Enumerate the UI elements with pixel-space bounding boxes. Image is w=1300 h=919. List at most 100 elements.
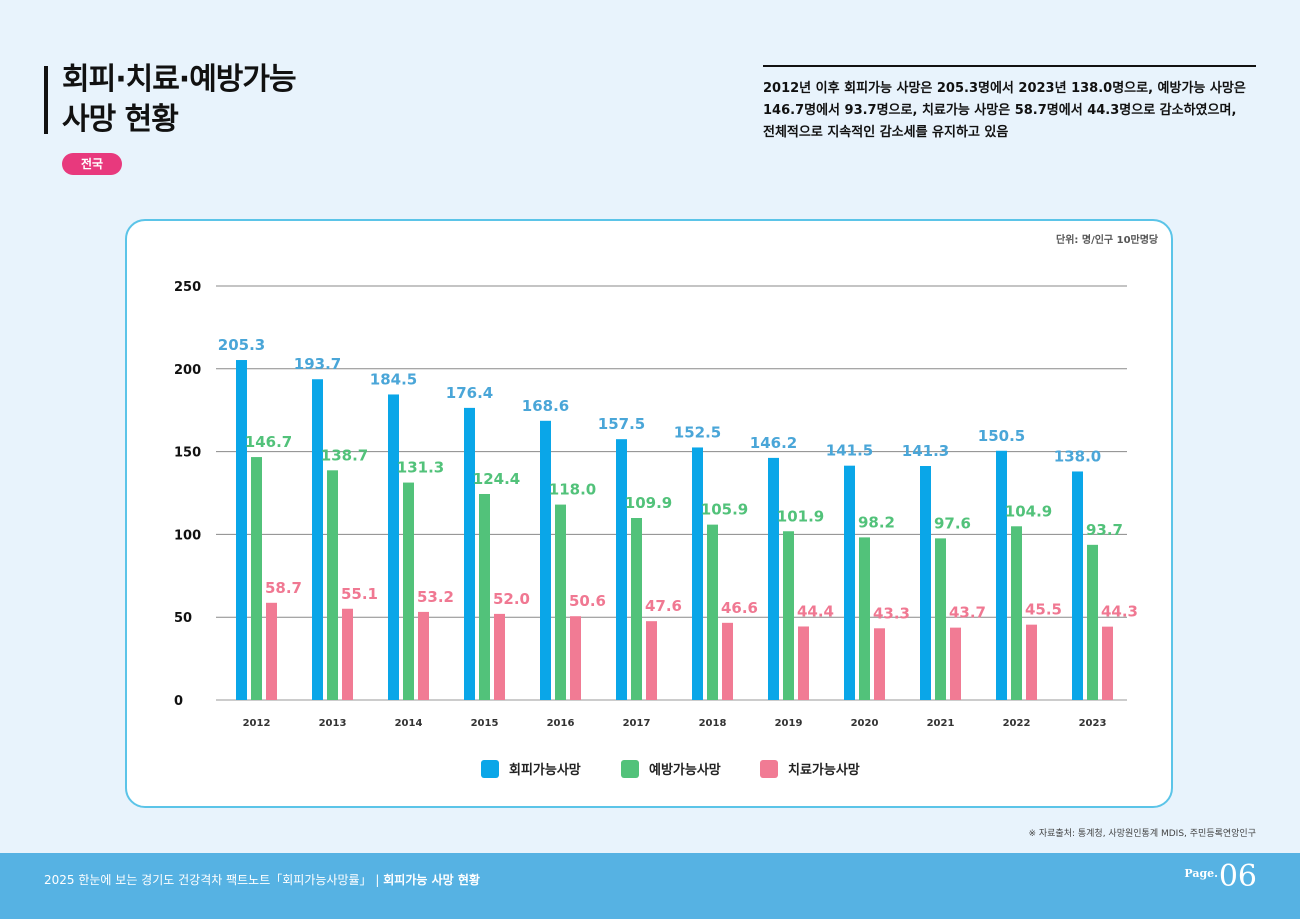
bar xyxy=(950,627,961,700)
data-label: 168.6 xyxy=(522,397,569,415)
legend-item-treatable: 치료가능사망 xyxy=(760,759,860,778)
bar xyxy=(1102,626,1113,700)
data-source-note: ※ 자료출처: 통계청, 사망원인통계 MDIS, 주민등록연앙인구 xyxy=(1028,829,1256,839)
chart-legend: 회피가능사망 예방가능사망 치료가능사망 xyxy=(0,759,1300,779)
x-tick-label: 2017 xyxy=(623,718,651,729)
summary-text: 2012년 이후 회피가능 사망은 205.3명에서 2023년 138.0명으… xyxy=(763,78,1263,144)
data-label: 43.7 xyxy=(949,604,986,622)
data-label: 157.5 xyxy=(598,415,645,433)
x-tick-label: 2014 xyxy=(395,718,423,729)
bar xyxy=(540,420,551,700)
page-number: 06 xyxy=(1218,859,1257,894)
data-label: 105.9 xyxy=(701,501,748,519)
bar xyxy=(707,524,718,700)
summary-divider xyxy=(763,65,1256,67)
legend-swatch xyxy=(621,759,639,778)
bar xyxy=(722,622,733,700)
data-label: 146.2 xyxy=(750,434,797,452)
footer-publication: 2025 한눈에 보는 경기도 건강격차 팩트노트「회피가능사망률」 xyxy=(44,873,372,887)
y-tick-label: 150 xyxy=(174,446,201,461)
data-label: 118.0 xyxy=(549,481,596,499)
data-label: 58.7 xyxy=(265,579,302,597)
bar xyxy=(616,439,627,700)
bar xyxy=(1011,526,1022,700)
summary-line: 146.7명에서 93.7명으로, 치료가능 사망은 58.7명에서 44.3명… xyxy=(763,103,1237,118)
x-tick-label: 2020 xyxy=(851,718,879,729)
bar xyxy=(494,613,505,700)
bar xyxy=(859,537,870,700)
data-label: 104.9 xyxy=(1005,502,1052,520)
y-tick-label: 100 xyxy=(174,528,201,543)
data-label: 152.5 xyxy=(674,423,721,441)
x-tick-label: 2021 xyxy=(927,718,955,729)
bar xyxy=(631,518,642,700)
data-label: 205.3 xyxy=(218,336,265,354)
bar xyxy=(418,611,429,700)
data-label: 97.6 xyxy=(934,514,971,532)
x-tick-label: 2023 xyxy=(1079,718,1107,729)
bar xyxy=(479,493,490,700)
bar xyxy=(798,626,809,700)
bar xyxy=(996,450,1007,700)
data-label: 53.2 xyxy=(417,588,454,606)
data-label: 176.4 xyxy=(446,384,493,402)
legend-label: 회피가능사망 xyxy=(509,763,581,778)
bar xyxy=(327,470,338,700)
data-label: 146.7 xyxy=(245,433,292,451)
data-label: 52.0 xyxy=(493,590,530,608)
summary-line: 2012년 이후 회피가능 사망은 205.3명에서 2023년 138.0명으… xyxy=(763,81,1246,96)
x-tick-label: 2015 xyxy=(471,718,499,729)
x-tick-label: 2019 xyxy=(775,718,803,729)
data-label: 44.3 xyxy=(1101,603,1138,621)
bar xyxy=(646,621,657,700)
legend-label: 예방가능사망 xyxy=(649,763,721,778)
data-label: 141.5 xyxy=(826,442,873,460)
y-tick-label: 0 xyxy=(174,694,183,709)
data-label: 43.3 xyxy=(873,604,910,622)
page-title-line2: 사망 현황 xyxy=(62,102,179,137)
bar xyxy=(1072,471,1083,700)
data-label: 138.0 xyxy=(1054,447,1101,465)
bar xyxy=(768,457,779,700)
x-tick-label: 2022 xyxy=(1003,718,1031,729)
page-title-line1: 회피·치료·예방가능 xyxy=(62,62,297,97)
y-tick-label: 250 xyxy=(174,280,201,295)
bar xyxy=(403,482,414,700)
bar xyxy=(342,608,353,700)
x-tick-label: 2018 xyxy=(699,718,727,729)
bar xyxy=(1026,624,1037,700)
page-title: 회피·치료·예방가능 사망 현황 xyxy=(62,60,297,140)
data-label: 50.6 xyxy=(569,592,606,610)
data-label: 150.5 xyxy=(978,427,1025,445)
summary-line: 전체적으로 지속적인 감소세를 유지하고 있음 xyxy=(763,125,1009,140)
chart-unit: 단위: 명/인구 10만명당 xyxy=(1056,235,1159,246)
x-tick-label: 2013 xyxy=(319,718,347,729)
data-label: 141.3 xyxy=(902,442,949,460)
data-label: 109.9 xyxy=(625,494,672,512)
footer-bar: 2025 한눈에 보는 경기도 건강격차 팩트노트「회피가능사망률」 | 회피가… xyxy=(0,853,1300,919)
legend-swatch xyxy=(760,759,778,778)
data-label: 93.7 xyxy=(1086,521,1123,539)
legend-label: 치료가능사망 xyxy=(788,763,860,778)
x-tick-label: 2012 xyxy=(243,718,271,729)
data-label: 44.4 xyxy=(797,602,834,620)
data-label: 193.7 xyxy=(294,355,341,373)
x-tick-label: 2016 xyxy=(547,718,575,729)
data-label: 55.1 xyxy=(341,585,378,603)
legend-swatch xyxy=(481,759,499,778)
bar xyxy=(874,628,885,700)
bar xyxy=(388,394,399,700)
bar xyxy=(935,538,946,700)
bar xyxy=(555,504,566,700)
data-label: 184.5 xyxy=(370,370,417,388)
legend-item-preventable: 예방가능사망 xyxy=(621,759,721,778)
bar xyxy=(783,531,794,700)
page-label: Page. xyxy=(1184,867,1218,880)
data-label: 138.7 xyxy=(321,446,368,464)
bar xyxy=(236,360,247,700)
data-label: 124.4 xyxy=(473,470,520,488)
data-label: 101.9 xyxy=(777,507,824,525)
bar xyxy=(1087,544,1098,700)
data-label: 131.3 xyxy=(397,459,444,477)
